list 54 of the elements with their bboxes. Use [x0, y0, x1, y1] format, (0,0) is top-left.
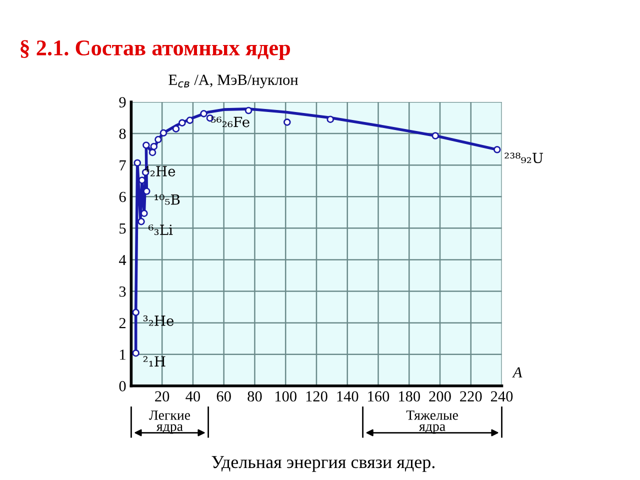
point	[134, 159, 142, 167]
point	[326, 116, 334, 123]
annotation: ²³⁸₉₂U	[504, 152, 543, 164]
y-tick-label: 4	[119, 254, 126, 266]
text: Легкие ядра	[149, 410, 190, 434]
chart-title: § 2.1. Состав атомных ядер	[20, 40, 290, 60]
x-tick-label: 220	[460, 391, 482, 402]
x-tick-label: 180	[399, 391, 420, 402]
y-tick-label: 6	[119, 192, 126, 202]
text: Тяжелые ядра	[406, 410, 458, 434]
point	[132, 308, 140, 316]
x-tick-label: 60	[216, 391, 231, 402]
y-tick-label: 2	[119, 318, 126, 328]
y-tick-label: 7	[120, 160, 126, 170]
x-axis-title: A	[512, 367, 522, 378]
y-axis-title: E$_{св}$ /A, МэВ/нуклон	[168, 74, 298, 88]
annotation: ⁶₃Li	[148, 224, 173, 236]
point	[138, 218, 145, 226]
point	[143, 188, 150, 195]
x-tick-label: 200	[429, 391, 451, 402]
y-tick-label: 5	[120, 223, 126, 234]
y-tick-label: 3	[119, 286, 126, 297]
y-tick-label: 9	[119, 97, 126, 108]
x-tick-label: 40	[186, 391, 200, 402]
point	[178, 119, 186, 126]
annotation: ³₂He	[143, 315, 174, 326]
point	[432, 132, 440, 140]
x-tick-label: 100	[275, 391, 296, 402]
annotation: ⁵⁶₂₆Fe	[211, 116, 250, 128]
annotation: ¹⁰₅B	[154, 194, 180, 205]
x-tick-label: 80	[248, 391, 262, 402]
y-tick-label: 1	[120, 350, 126, 360]
x-tick-label: 120	[306, 391, 328, 402]
point	[140, 210, 148, 217]
point	[284, 118, 291, 126]
point	[154, 136, 162, 144]
point	[186, 116, 194, 124]
point	[132, 349, 140, 357]
y-tick-label: 8	[119, 128, 126, 139]
point	[148, 148, 156, 156]
annotation: ²₁H	[143, 356, 166, 366]
point	[493, 146, 501, 154]
point	[244, 106, 252, 114]
x-tick-label: 20	[155, 391, 170, 402]
y-tick-label: 0	[119, 381, 126, 392]
point	[172, 125, 180, 132]
x-tick-label: 140	[337, 391, 358, 402]
x-tick-label: 160	[368, 391, 390, 402]
point	[160, 129, 168, 137]
point	[142, 142, 150, 149]
x-tick-label: 240	[490, 391, 513, 402]
text: Удельная энергия связи ядер.	[212, 456, 434, 472]
point	[150, 142, 158, 150]
point	[200, 110, 208, 118]
